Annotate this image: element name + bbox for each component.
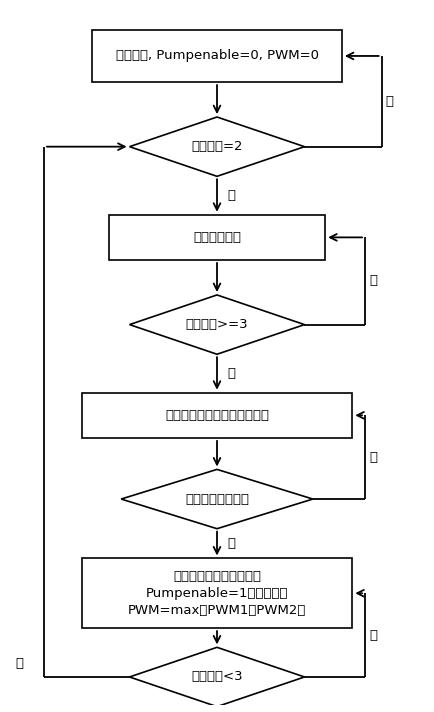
Text: 是: 是 <box>227 367 235 380</box>
Text: 是: 是 <box>227 189 235 202</box>
Polygon shape <box>121 469 313 529</box>
Polygon shape <box>129 117 305 177</box>
Text: 鑰匙信号<3: 鑰匙信号<3 <box>191 671 243 684</box>
Text: 否: 否 <box>369 629 377 642</box>
Text: 整车进入驱动模式: 整车进入驱动模式 <box>185 493 249 506</box>
Text: 电子风扇自检后进入等待模式: 电子风扇自检后进入等待模式 <box>165 409 269 422</box>
Text: 进入唤醒模式: 进入唤醒模式 <box>193 231 241 244</box>
Text: 是: 是 <box>227 537 235 550</box>
Text: 否: 否 <box>369 451 377 464</box>
Bar <box>82 558 352 628</box>
Polygon shape <box>129 647 305 706</box>
Text: 是: 是 <box>15 656 23 669</box>
Text: 否: 否 <box>369 275 377 288</box>
Polygon shape <box>129 295 305 355</box>
Text: 鑰匙信号>=3: 鑰匙信号>=3 <box>186 318 248 331</box>
Text: 下电模式, Pumpenable=0, PWM=0: 下电模式, Pumpenable=0, PWM=0 <box>115 49 319 63</box>
Text: 进入工作模式，水泵使能
Pumpenable=1，电子风扇
PWM=max（PWM1，PWM2）: 进入工作模式，水泵使能 Pumpenable=1，电子风扇 PWM=max（PW… <box>128 570 306 617</box>
Text: 否: 否 <box>386 95 394 108</box>
Bar <box>92 30 342 82</box>
Bar <box>108 215 326 260</box>
Text: 鑰匙信号=2: 鑰匙信号=2 <box>191 140 243 153</box>
Bar <box>82 392 352 438</box>
